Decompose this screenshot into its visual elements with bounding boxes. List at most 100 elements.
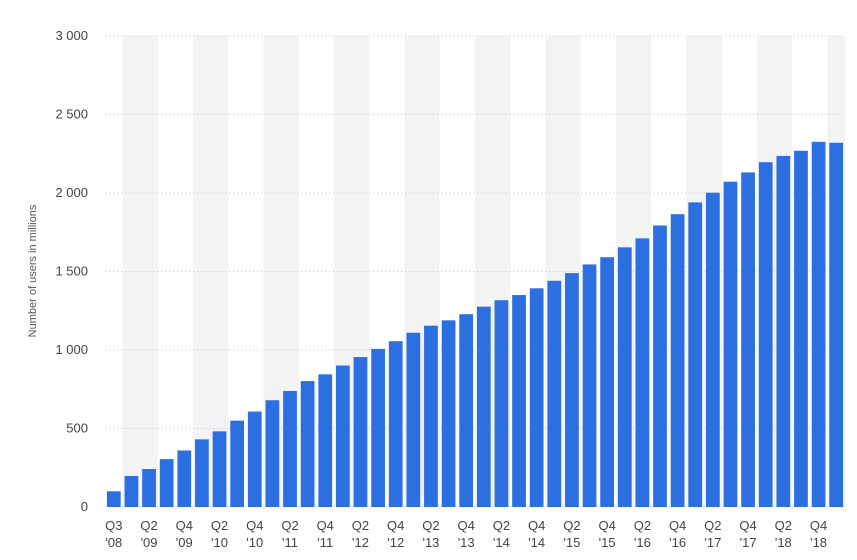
x-tick-label: Q2 (211, 518, 228, 533)
bar (600, 257, 615, 507)
bar (829, 142, 844, 507)
x-tick-label: '11 (282, 535, 298, 550)
x-tick-label: Q2 (281, 518, 298, 533)
x-tick-label: Q4 (317, 518, 334, 533)
bar (230, 420, 245, 507)
x-tick-label: Q4 (739, 518, 756, 533)
bar (459, 314, 474, 507)
x-tick-label: Q4 (669, 518, 686, 533)
bar (247, 411, 262, 507)
x-tick-label: '16 (634, 535, 651, 550)
bar (177, 450, 192, 507)
x-tick-label: Q4 (598, 518, 615, 533)
bar (723, 181, 738, 508)
bar (388, 341, 403, 507)
x-tick-label: '14 (528, 535, 545, 550)
bar (371, 348, 385, 507)
x-tick-label: Q2 (775, 518, 792, 533)
x-tick-label: Q2 (352, 518, 369, 533)
x-tick-label: '10 (211, 535, 228, 550)
y-tick-label: 500 (66, 421, 88, 436)
bar (635, 238, 650, 508)
x-tick-label: Q2 (140, 518, 157, 533)
bar (758, 162, 773, 507)
y-tick-label: 0 (81, 499, 88, 514)
x-tick-label: '11 (317, 535, 333, 550)
bar (318, 374, 333, 507)
x-tick-label: Q3 (105, 518, 122, 533)
bar (353, 357, 368, 507)
x-tick-label: '12 (352, 535, 369, 550)
x-tick-label: '10 (246, 535, 263, 550)
y-tick-label: 2 000 (55, 185, 88, 200)
bar (529, 288, 544, 507)
bar (335, 365, 350, 507)
bar (300, 381, 315, 507)
x-tick-label: Q4 (387, 518, 404, 533)
bar (441, 320, 456, 507)
x-tick-label: '09 (176, 535, 193, 550)
x-tick-label: '17 (740, 535, 757, 550)
x-tick-label: '08 (105, 535, 122, 550)
x-tick-label: '16 (669, 535, 686, 550)
bar (159, 459, 174, 507)
bar (811, 141, 826, 507)
bar (476, 306, 491, 507)
bar (283, 390, 297, 507)
x-tick-label: '18 (810, 535, 827, 550)
x-tick-label: Q2 (704, 518, 721, 533)
x-tick-label: '12 (387, 535, 404, 550)
x-tick-label: '15 (563, 535, 580, 550)
y-tick-label: 1 500 (55, 264, 88, 279)
bar (512, 295, 526, 507)
bar (565, 273, 579, 507)
bar (142, 469, 156, 507)
bar (212, 431, 227, 507)
bar (106, 491, 121, 507)
x-tick-label: Q4 (458, 518, 475, 533)
y-axis-label: Number of users in millions (27, 204, 39, 337)
bar (195, 439, 209, 507)
bar (794, 150, 808, 507)
background-band (193, 36, 229, 507)
bar (582, 264, 597, 507)
y-tick-label: 2 500 (55, 107, 88, 122)
bar (741, 172, 755, 508)
x-tick-label: Q2 (634, 518, 651, 533)
bar (424, 325, 438, 507)
bar (776, 155, 791, 507)
y-tick-label: 3 000 (55, 28, 88, 43)
x-tick-label: '17 (704, 535, 721, 550)
x-tick-label: Q2 (563, 518, 580, 533)
x-tick-label: Q4 (810, 518, 827, 533)
bar (547, 280, 562, 507)
y-tick-label: 1 000 (55, 342, 88, 357)
x-tick-label: '14 (493, 535, 510, 550)
bar (494, 300, 509, 507)
bar (670, 214, 685, 507)
x-tick-label: Q4 (246, 518, 263, 533)
x-tick-label: '13 (422, 535, 439, 550)
x-axis-ticks: Q3 '08 Q2 '09 Q4 '09 Q2 '10 Q4 '10 Q2 '11 Q4 '11 Q2 '12… (105, 518, 827, 550)
x-tick-label: '15 (599, 535, 616, 550)
x-tick-label: Q2 (422, 518, 439, 533)
bar (406, 332, 421, 507)
bar (653, 225, 667, 507)
x-tick-label: Q4 (176, 518, 193, 533)
bar (688, 202, 703, 508)
x-tick-label: '09 (141, 535, 158, 550)
x-tick-label: '13 (458, 535, 475, 550)
bar (265, 400, 280, 507)
x-tick-label: Q2 (493, 518, 510, 533)
y-axis-ticks: 0 500 1 000 1 500 2 000 2 500 3 000 (55, 28, 88, 514)
bar (124, 476, 139, 507)
bar (705, 192, 720, 507)
background-band (122, 36, 158, 507)
bar (617, 247, 632, 507)
gridlines (105, 35, 845, 429)
bars (106, 141, 844, 508)
x-tick-label: '18 (775, 535, 792, 550)
x-tick-label: Q4 (528, 518, 545, 533)
